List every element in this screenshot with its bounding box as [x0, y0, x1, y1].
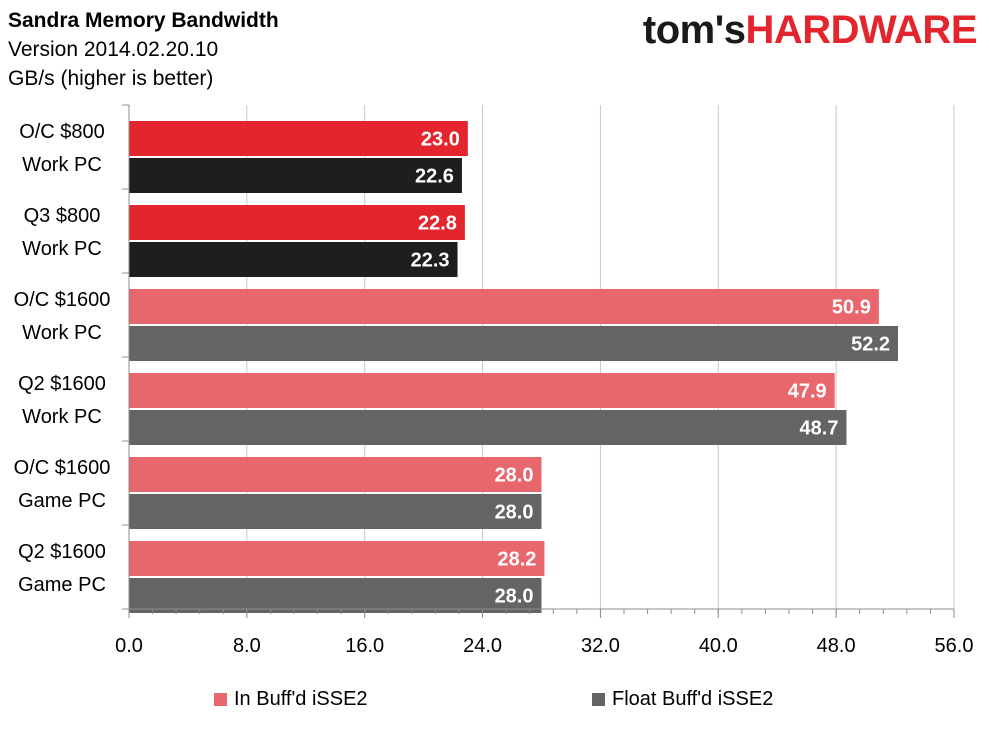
toms-hardware-logo: tom'sHARDWARE — [642, 8, 978, 53]
bar-value-label: 48.7 — [800, 418, 839, 440]
legend-label-in-buffd: In Buff'd iSSE2 — [234, 688, 368, 710]
bar — [129, 205, 465, 240]
logo-toms-text: tom's — [642, 8, 746, 52]
category-label: O/C $800 — [19, 121, 105, 143]
x-tick-label: 0.0 — [115, 635, 143, 657]
chart-header: Sandra Memory Bandwidth Version 2014.02.… — [8, 6, 279, 93]
bar — [129, 494, 542, 529]
chart-version: Version 2014.02.20.10 — [8, 38, 219, 61]
category-label: Work PC — [22, 406, 102, 428]
category-label: Q2 $1600 — [18, 373, 106, 395]
category-label: Work PC — [22, 238, 102, 260]
category-label: Q2 $1600 — [18, 541, 106, 563]
legend-swatch-float-buffd — [592, 693, 605, 706]
legend-item-float-buffd: Float Buff'd iSSE2 — [592, 688, 773, 711]
legend-swatch-in-buffd — [214, 693, 227, 706]
bar — [129, 289, 879, 324]
bar — [129, 541, 545, 576]
bar — [129, 121, 468, 156]
chart-legend: In Buff'd iSSE2 Float Buff'd iSSE2 — [0, 688, 989, 718]
category-label: O/C $1600 — [14, 289, 111, 311]
category-label: Game PC — [18, 574, 106, 596]
category-label: O/C $1600 — [14, 457, 111, 479]
x-tick-label: 32.0 — [581, 635, 620, 657]
x-tick-label: 56.0 — [935, 635, 974, 657]
bar — [129, 326, 899, 361]
x-tick-label: 16.0 — [345, 635, 384, 657]
bar — [129, 578, 542, 613]
x-tick-label: 24.0 — [463, 635, 502, 657]
bar — [129, 410, 847, 445]
category-label: Q3 $800 — [24, 205, 101, 227]
bar-value-label: 28.2 — [498, 549, 537, 571]
category-label: Work PC — [22, 322, 102, 344]
chart-unit-label: GB/s (higher is better) — [8, 67, 214, 90]
x-tick-label: 40.0 — [699, 635, 738, 657]
legend-item-in-buffd: In Buff'd iSSE2 — [214, 688, 368, 711]
bar-value-label: 23.0 — [421, 129, 460, 151]
bar-value-label: 28.0 — [495, 586, 534, 608]
bar-value-label: 28.0 — [495, 465, 534, 487]
bar-value-label: 28.0 — [495, 502, 534, 524]
logo-hardware-text: HARDWARE — [745, 8, 977, 52]
x-tick-label: 48.0 — [817, 635, 856, 657]
bar-value-label: 52.2 — [851, 334, 890, 356]
bar-value-label: 22.6 — [415, 166, 454, 188]
bar-value-label: 50.9 — [832, 297, 871, 319]
bar-value-label: 47.9 — [788, 381, 827, 403]
x-tick-label: 8.0 — [233, 635, 261, 657]
chart-title: Sandra Memory Bandwidth — [8, 9, 279, 32]
bar — [129, 242, 458, 277]
bar — [129, 373, 835, 408]
category-label: Game PC — [18, 490, 106, 512]
bar — [129, 457, 542, 492]
bar — [129, 158, 462, 193]
bar-value-label: 22.3 — [411, 250, 450, 272]
legend-label-float-buffd: Float Buff'd iSSE2 — [612, 688, 774, 710]
category-label: Work PC — [22, 154, 102, 176]
bar-value-label: 22.8 — [418, 213, 457, 235]
